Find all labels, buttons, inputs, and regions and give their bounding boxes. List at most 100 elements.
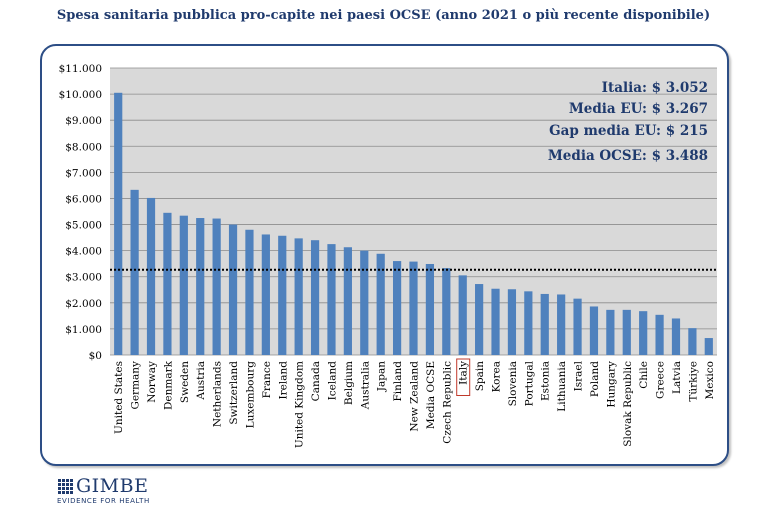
x-category-text: Latvia (671, 361, 683, 394)
x-category-text: Austria (195, 361, 207, 401)
x-category-label: New Zealand (409, 361, 421, 432)
bar-denmark (163, 212, 172, 355)
x-category-text: France (261, 361, 273, 398)
x-category-text: Luxembourg (244, 361, 256, 429)
bar-czech-republic (442, 268, 451, 355)
x-category-label: Sweden (179, 361, 191, 403)
x-category-text: Lithuania (556, 361, 568, 412)
bar-finland (392, 261, 402, 355)
bar-australia (360, 250, 369, 355)
x-category-text: Sweden (179, 361, 191, 403)
grid-logo-icon (57, 478, 73, 494)
bar-france (261, 234, 270, 355)
bar-italy (458, 275, 467, 355)
bar-portugal (524, 291, 533, 355)
x-category-label: Netherlands (212, 361, 224, 427)
x-category-text: Czech Republic (441, 361, 453, 444)
x-category-label: Finland (392, 361, 404, 402)
annotation-text: Italia: $ 3.052 (602, 80, 708, 96)
bar-greece (655, 314, 664, 355)
x-category-label: United Kingdom (294, 361, 306, 448)
highlight-box (456, 358, 471, 396)
x-category-text: Media OCSE (425, 361, 437, 429)
x-category-text: New Zealand (409, 361, 421, 432)
bar-t-rkiye (688, 328, 697, 355)
brand-name: GIMBE (76, 475, 149, 497)
x-category-label: Estonia (540, 361, 552, 401)
bar-canada (310, 240, 320, 355)
bar-chile (639, 311, 648, 355)
x-category-text: Norway (146, 361, 158, 403)
y-tick-label: $2.000 (65, 298, 102, 310)
bar-poland (589, 306, 599, 355)
x-category-text: Ireland (277, 361, 289, 400)
x-category-label: Türkiye (687, 361, 699, 402)
annotation-text: Media OCSE: $ 3.488 (548, 148, 708, 164)
x-category-text: Mexico (704, 361, 716, 399)
bar-new-zealand (409, 261, 418, 355)
x-category-text: Italy (458, 361, 470, 385)
bar-luxembourg (245, 229, 254, 355)
x-category-text: Japan (376, 361, 388, 392)
y-tick-label: $3.000 (65, 272, 102, 284)
bar-japan (376, 253, 385, 355)
x-category-label: Germany (130, 361, 142, 410)
x-category-text: Australia (359, 361, 371, 410)
x-category-label: Ireland (277, 361, 289, 400)
y-tick-label: $0 (89, 350, 102, 362)
x-category-label: Japan (376, 361, 388, 392)
x-category-label: Slovenia (507, 361, 519, 406)
x-category-label: Israel (573, 360, 585, 391)
x-category-text: Netherlands (212, 361, 224, 427)
x-category-text: United States (113, 361, 125, 434)
x-category-text: Belgium (343, 361, 355, 405)
x-category-label: United States (113, 361, 125, 434)
bar-latvia (671, 318, 681, 355)
y-tick-label: $10.000 (59, 89, 102, 101)
bar-switzerland (228, 224, 238, 355)
x-category-label: Italy (456, 358, 471, 396)
x-category-text: Greece (655, 361, 667, 399)
x-category-text: Finland (392, 361, 404, 402)
x-category-label: Austria (195, 361, 207, 401)
x-category-label: Iceland (326, 361, 338, 401)
chart-title: Spesa sanitaria pubblica pro-capite nei … (56, 8, 711, 23)
bar-korea (491, 288, 500, 355)
x-category-label: Greece (655, 361, 667, 399)
y-tick-label: $9.000 (65, 115, 102, 127)
x-category-label: Switzerland (228, 361, 240, 425)
x-category-text: Hungary (605, 361, 617, 408)
x-category-label: Slovak Republic (622, 361, 634, 447)
bar-media-ocse (425, 263, 435, 355)
bar-belgium (343, 247, 352, 355)
x-category-label: Media OCSE (425, 361, 437, 429)
x-category-text: Israel (573, 360, 585, 391)
x-category-text: Slovak Republic (622, 361, 634, 447)
bar-germany (130, 189, 139, 355)
x-category-label: Portugal (523, 360, 535, 406)
x-category-text: Denmark (162, 360, 174, 410)
x-category-label: Denmark (162, 360, 174, 410)
bar-hungary (606, 309, 615, 355)
y-tick-label: $11.000 (59, 63, 102, 75)
bar-ireland (278, 235, 287, 355)
x-category-text: Switzerland (228, 361, 240, 425)
bar-estonia (540, 293, 549, 355)
x-category-label: Norway (146, 361, 158, 403)
x-category-text: Germany (130, 361, 142, 410)
bar-iceland (327, 244, 336, 355)
x-category-label: Korea (491, 361, 503, 392)
bar-united-states (114, 92, 123, 355)
x-category-text: Chile (638, 361, 650, 389)
x-category-text: Portugal (523, 360, 535, 406)
annotation-text: Gap media EU: $ 215 (549, 123, 708, 139)
x-category-label: Hungary (605, 361, 617, 408)
x-category-label: Luxembourg (244, 361, 256, 429)
bar-mexico (704, 338, 713, 355)
y-tick-label: $6.000 (65, 193, 102, 205)
x-category-label: Chile (638, 361, 650, 389)
x-category-label: Poland (589, 361, 601, 397)
x-category-label: Mexico (704, 361, 716, 399)
y-tick-label: $4.000 (65, 246, 102, 258)
